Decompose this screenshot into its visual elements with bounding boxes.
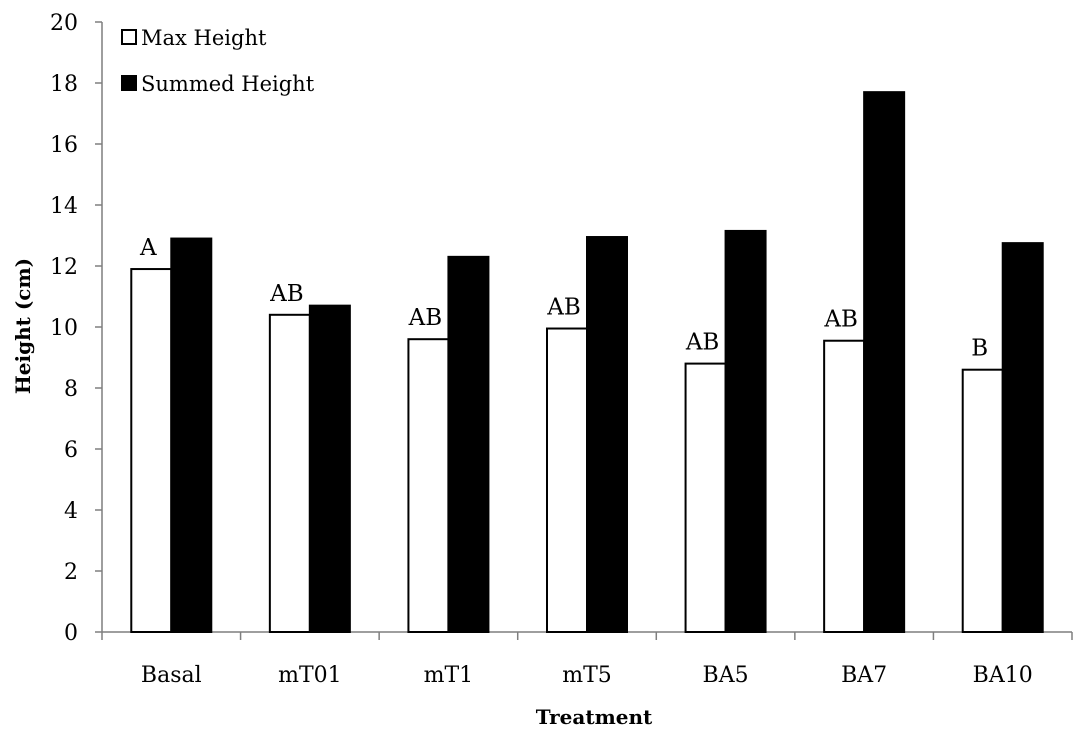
bar-max-height-ba5: [684, 362, 727, 633]
x-tick-label: mT5: [562, 663, 612, 688]
bar-max-height-ba10: [961, 368, 1004, 633]
x-tick-label: BA10: [973, 663, 1033, 688]
significance-label: AB: [546, 295, 581, 321]
significance-label: AB: [269, 281, 304, 307]
bar-summed-height-mt5: [586, 236, 628, 633]
y-tick-label: 14: [50, 194, 78, 219]
bar-summed-height-basal: [170, 237, 213, 634]
bars-group: [130, 91, 1044, 634]
bar-summed-height-ba5: [724, 229, 767, 634]
legend-swatch-max-height: [121, 29, 137, 45]
y-tick-label: 16: [50, 133, 78, 158]
y-axis: 0 2 4 6 8 10 12 14 16 18 20: [50, 11, 103, 646]
bar-max-height-mt5: [546, 327, 588, 633]
y-tick-label: 4: [64, 499, 78, 524]
y-tick-label: 10: [50, 316, 78, 341]
significance-label: AB: [823, 307, 858, 333]
bar-max-height-ba7: [823, 339, 866, 633]
significance-label: A: [139, 235, 157, 261]
x-tick-label: BA7: [841, 663, 887, 688]
bar-max-height-basal: [130, 268, 173, 633]
significance-label: AB: [408, 305, 443, 331]
legend-label-summed-height: Summed Height: [141, 72, 315, 96]
bar-max-height-mt1: [407, 338, 450, 633]
x-axis: Basal mT01 mT1 mT5 BA5 BA7 BA10: [101, 631, 1073, 688]
bar-summed-height-mt1: [447, 255, 490, 633]
y-tick-label: 12: [50, 255, 78, 280]
bar-summed-height-ba10: [1001, 242, 1044, 633]
y-tick-label: 2: [64, 560, 78, 585]
y-tick-label: 18: [50, 72, 78, 97]
x-axis-title: Treatment: [536, 705, 653, 729]
legend-label-max-height: Max Height: [141, 26, 267, 50]
x-tick-label: Basal: [141, 663, 202, 688]
x-tick-label: mT1: [424, 663, 474, 688]
y-tick-label: 8: [64, 377, 78, 402]
y-tick-label: 6: [64, 438, 78, 463]
legend: Max Height Summed Height: [121, 26, 315, 96]
y-axis-title: Height (cm): [11, 258, 35, 394]
y-tick-label: 20: [50, 11, 78, 36]
x-tick-label: BA5: [703, 663, 749, 688]
bar-summed-height-mt01: [308, 304, 351, 633]
bar-summed-height-ba7: [863, 91, 906, 633]
y-tick-label: 0: [64, 621, 78, 646]
x-tick-label: mT01: [278, 663, 342, 688]
significance-label: B: [971, 336, 988, 362]
significance-label: AB: [685, 330, 720, 356]
significance-labels: A AB AB AB AB AB B: [139, 235, 988, 362]
legend-swatch-summed-height: [121, 75, 137, 91]
bar-max-height-mt01: [268, 313, 311, 633]
